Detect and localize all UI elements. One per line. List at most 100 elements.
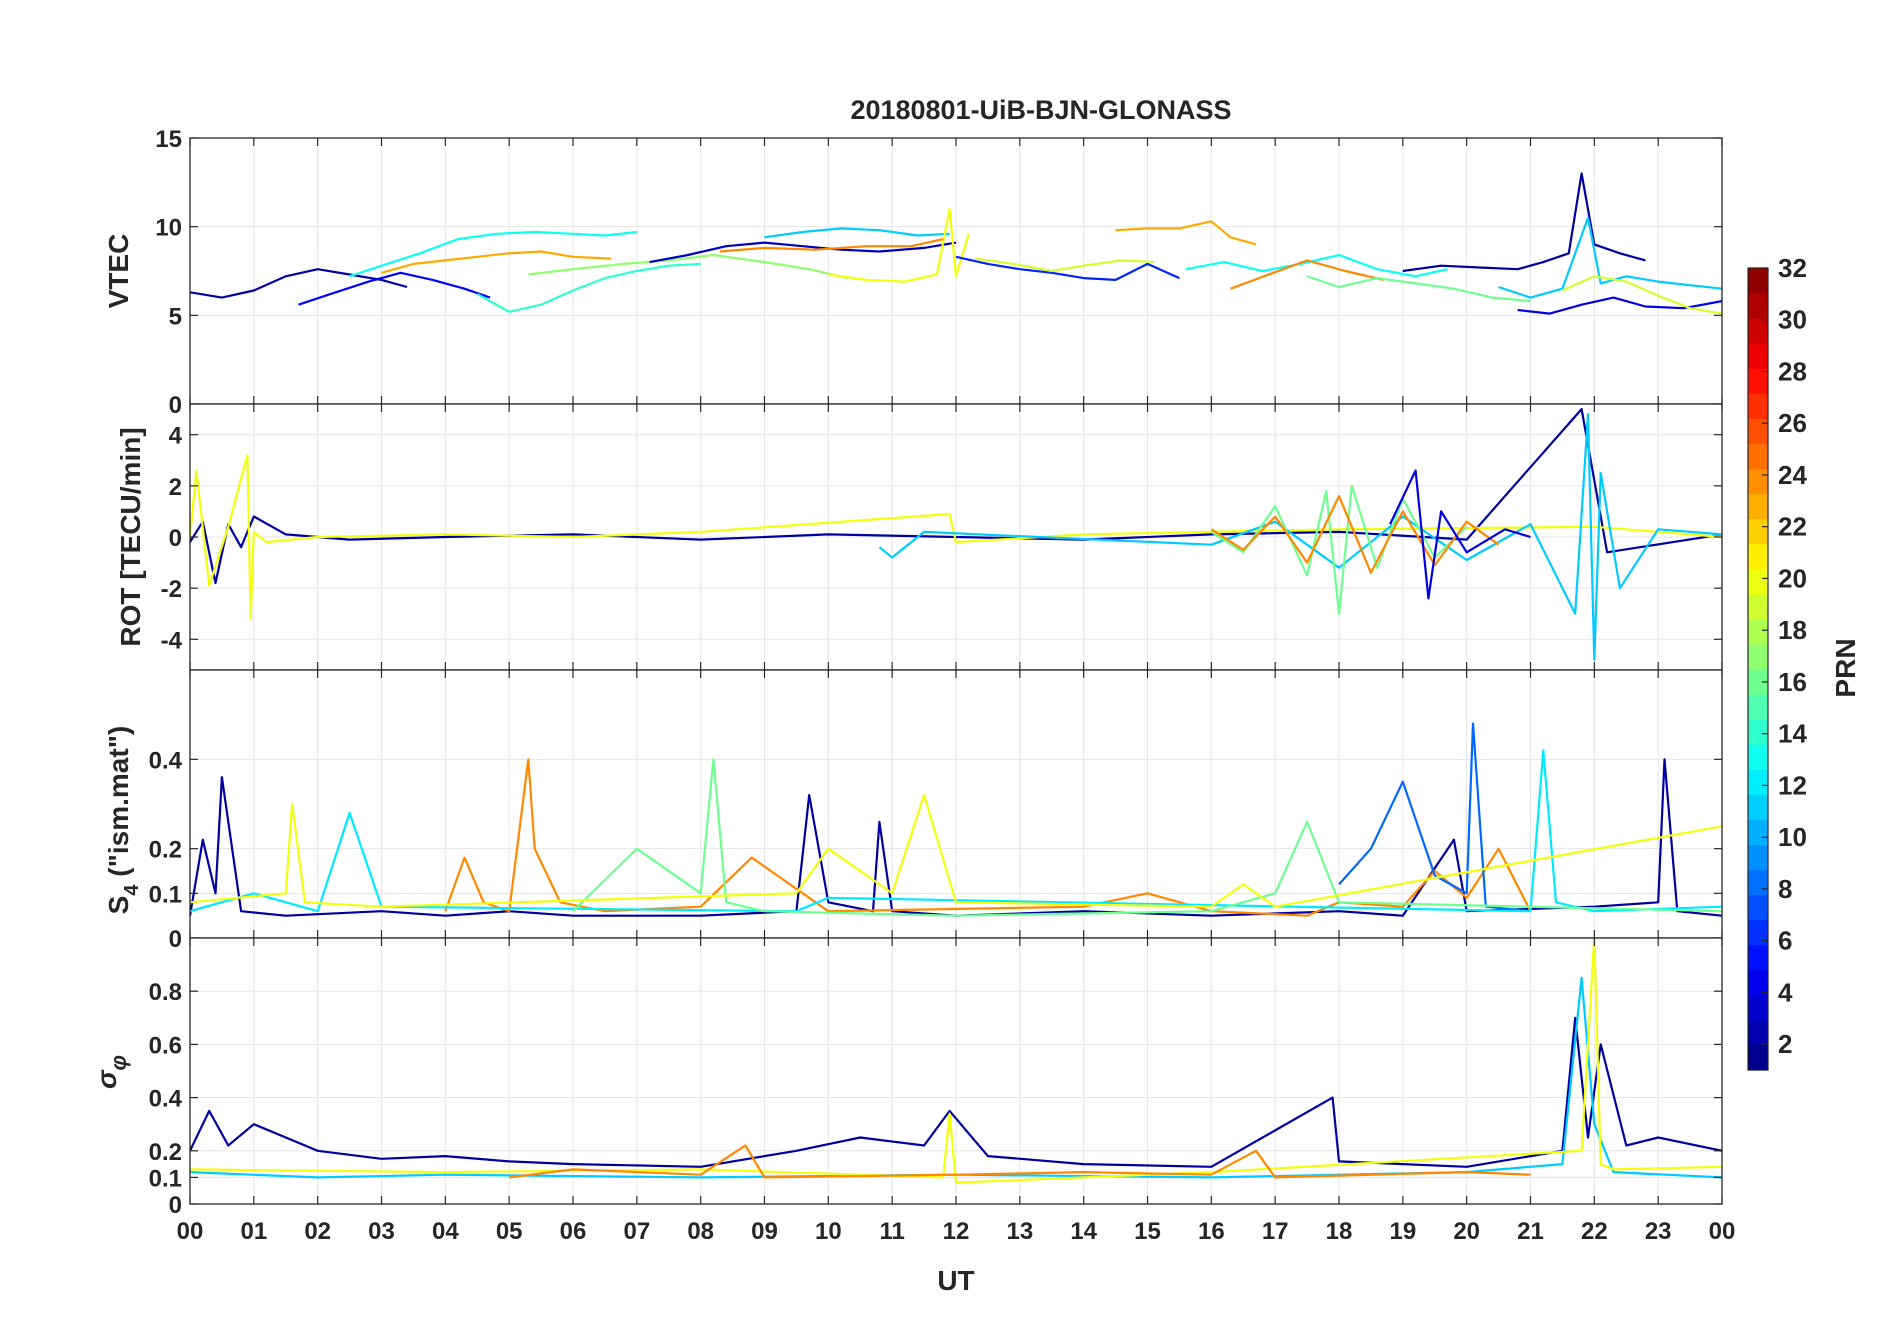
series-group-s4 [190, 722, 1722, 917]
y-tick-label-s4: 0.1 [149, 881, 182, 908]
series-vtec-prn-16-15 [1306, 275, 1531, 303]
x-tick-label: 14 [1070, 1218, 1097, 1245]
series-s4-prn-24-1 [444, 758, 1532, 917]
y-tick-label-rot: 0 [169, 525, 182, 552]
colorbar-segment [1748, 844, 1768, 871]
x-tick-label: 07 [623, 1218, 650, 1245]
x-tick-label: 18 [1326, 1218, 1353, 1245]
y-tick-label-sigma_phi: 0.2 [149, 1139, 182, 1166]
series-vtec-prn-2-16 [1402, 172, 1646, 273]
x-tick-label: 09 [751, 1218, 778, 1245]
colorbar-tick-label: 26 [1778, 408, 1807, 438]
x-tick-label: 08 [687, 1218, 714, 1245]
colorbar-segment [1748, 443, 1768, 470]
x-tick-label: 12 [943, 1218, 970, 1245]
y-tick-label-s4: 0 [169, 926, 182, 953]
series-s4-prn-12-3 [190, 749, 1722, 913]
colorbar-tick-label: 28 [1778, 356, 1807, 386]
panel-sigma_phi: 00.10.2 0.4 0.6 0.8 σφ [91, 937, 1723, 1219]
series-vtec-prn-14-4 [476, 262, 701, 313]
series-group-vtec [190, 172, 1722, 315]
series-sigma_phi-prn-24-3 [509, 1144, 1531, 1179]
colorbar-segment [1748, 919, 1768, 946]
x-tick-label: 02 [304, 1218, 331, 1245]
x-tick-label: 20 [1453, 1218, 1480, 1245]
series-vtec-prn-17-5 [528, 253, 848, 280]
colorbar-tick-label: 6 [1778, 926, 1792, 956]
colorbar-segment [1748, 819, 1768, 846]
x-tick-labels: 00 01 02 03 04 05 06 07 08 09 10 11 12 13 14 15 16 17 18 19… [177, 1218, 1736, 1245]
colorbar-segment [1748, 518, 1768, 545]
colorbar-segment [1748, 694, 1768, 720]
y-tick-label-s4: 0.4 [149, 747, 183, 774]
colorbar-segment [1748, 769, 1768, 795]
x-tick-label: 17 [1262, 1218, 1289, 1245]
y-tick-label-vtec: 10 [155, 215, 182, 242]
colorbar-tick-label: 2 [1778, 1029, 1792, 1059]
x-tick-label: 19 [1389, 1218, 1416, 1245]
series-s4-prn-16-4 [572, 758, 1722, 917]
series-group-rot [190, 408, 1722, 661]
series-rot-prn-11-2 [878, 413, 1722, 661]
colorbar-segment [1748, 869, 1768, 896]
colorbar-tick-label: 30 [1778, 305, 1807, 335]
x-tick-label: 21 [1517, 1218, 1544, 1245]
colorbar-tick-label: 32 [1778, 253, 1807, 283]
colorbar-segment [1748, 593, 1768, 620]
y-axis-label-vtec: VTEC [103, 234, 134, 309]
colorbar-segment [1748, 969, 1768, 996]
y-tick-label-vtec: 15 [155, 126, 182, 153]
series-vtec-prn-5-1 [298, 271, 491, 306]
series-vtec-prn-4-18 [1517, 296, 1722, 315]
colorbar-segment [1748, 669, 1768, 695]
colorbar-segment [1748, 719, 1768, 745]
x-axis-label: UT [937, 1265, 974, 1296]
x-tick-label: 04 [432, 1218, 459, 1245]
y-tick-label-rot: 4 [169, 423, 183, 450]
x-tick-label: 00 [1709, 1218, 1736, 1245]
colorbar-segment [1748, 643, 1768, 670]
series-vtec-prn-11-17 [1498, 216, 1722, 299]
y-tick-label-vtec: 5 [169, 303, 182, 330]
y-tick-label-rot: 2 [169, 474, 182, 501]
colorbar-segment [1748, 393, 1768, 419]
colorbar-tick-label: 4 [1778, 977, 1793, 1007]
series-s4-prn-8-2 [1338, 722, 1531, 913]
y-axis-label-sigma_phi: σφ [91, 1055, 131, 1089]
series-vtec-prn-24-9 [719, 238, 944, 253]
colorbar-segment [1748, 618, 1768, 645]
x-tick-label: 03 [368, 1218, 395, 1245]
colorbar-tick-label: 18 [1778, 615, 1807, 645]
x-tick-label: 11 [879, 1218, 904, 1245]
y-tick-label-sigma_phi: 0.8 [149, 979, 182, 1006]
x-tick-label: 10 [815, 1218, 842, 1245]
colorbar-segment [1748, 268, 1768, 294]
colorbar-tick-label: 14 [1778, 719, 1807, 749]
series-vtec-prn-20-8 [828, 207, 970, 283]
colorbar-tick-label: 22 [1778, 512, 1807, 542]
colorbar-tick-label: 24 [1778, 460, 1807, 490]
series-vtec-prn-13-2 [349, 230, 637, 278]
series-rot-prn-4-5 [1389, 469, 1531, 600]
series-vtec-prn-6-10 [955, 255, 1180, 281]
colorbar-tick-label: 12 [1778, 770, 1807, 800]
series-vtec-prn-3-6 [649, 241, 957, 264]
colorbar-segment [1748, 418, 1768, 445]
colorbar-tick-label: 10 [1778, 822, 1807, 852]
x-tick-label: 15 [1134, 1218, 1161, 1245]
x-tick-label: 01 [240, 1218, 267, 1245]
y-tick-label-sigma_phi: 0.4 [149, 1086, 183, 1113]
y-tick-label-rot: -4 [161, 627, 183, 654]
colorbar-segment [1748, 543, 1768, 570]
y-tick-label-s4: 0.2 [149, 837, 182, 864]
y-tick-label-sigma_phi: 0.6 [149, 1032, 182, 1059]
figure-title: 20180801-UiB-BJN-GLONASS [850, 95, 1231, 125]
series-vtec-prn-24-14 [1230, 259, 1384, 290]
colorbar-frame [1747, 267, 1769, 1071]
x-tick-label: 22 [1581, 1218, 1608, 1245]
colorbar-segment [1748, 493, 1768, 520]
series-vtec-prn-19-11 [975, 257, 1154, 273]
